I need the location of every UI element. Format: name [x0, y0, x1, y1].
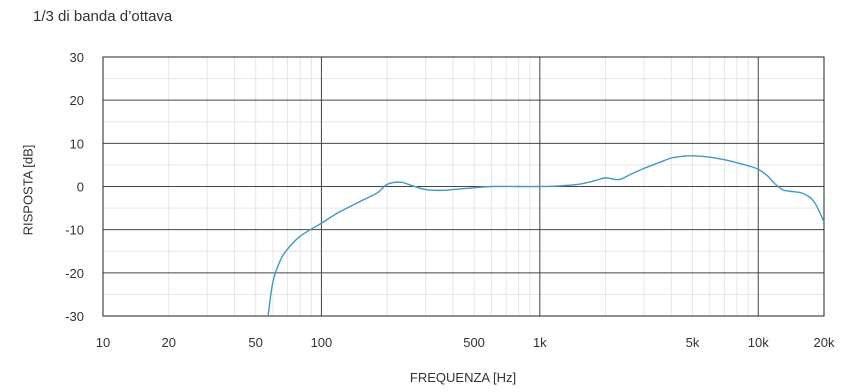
frequency-response-line — [267, 155, 825, 317]
x-tick-label: 1k — [533, 335, 547, 350]
y-tick-label: 30 — [70, 50, 84, 65]
x-tick-label: 5k — [686, 335, 700, 350]
y-tick-label: 20 — [70, 93, 84, 108]
plot-frame — [102, 56, 825, 317]
x-tick-label: 50 — [248, 335, 262, 350]
x-tick-label: 10k — [748, 335, 769, 350]
x-tick-label: 20 — [162, 335, 176, 350]
x-tick-labels: 10 20 50 100 500 1k 5k 10k 20k — [96, 335, 835, 350]
chart-subtitle: 1/3 di banda d’ottava — [33, 8, 173, 25]
y-tick-label: -20 — [65, 266, 84, 281]
major-grid — [103, 56, 824, 317]
x-axis-label: FREQUENZA [Hz] — [409, 370, 517, 385]
x-tick-label: 100 — [311, 335, 333, 350]
y-tick-labels: 30 20 10 0 -10 -20 -30 — [65, 50, 84, 324]
x-tick-label: 20k — [814, 335, 835, 350]
y-tick-label: 10 — [70, 136, 84, 151]
y-tick-label: -30 — [65, 309, 84, 324]
x-tick-label: 500 — [463, 335, 485, 350]
x-tick-label: 10 — [96, 335, 110, 350]
y-tick-label: 0 — [77, 180, 84, 195]
y-tick-label: -10 — [65, 223, 84, 238]
